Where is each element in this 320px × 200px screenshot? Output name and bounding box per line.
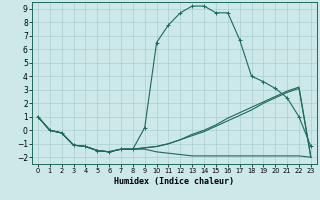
X-axis label: Humidex (Indice chaleur): Humidex (Indice chaleur)	[115, 177, 234, 186]
